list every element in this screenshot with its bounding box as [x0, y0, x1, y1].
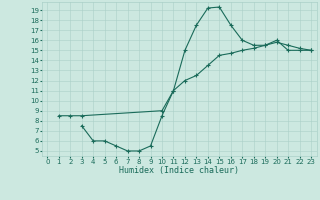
X-axis label: Humidex (Indice chaleur): Humidex (Indice chaleur) [119, 166, 239, 175]
